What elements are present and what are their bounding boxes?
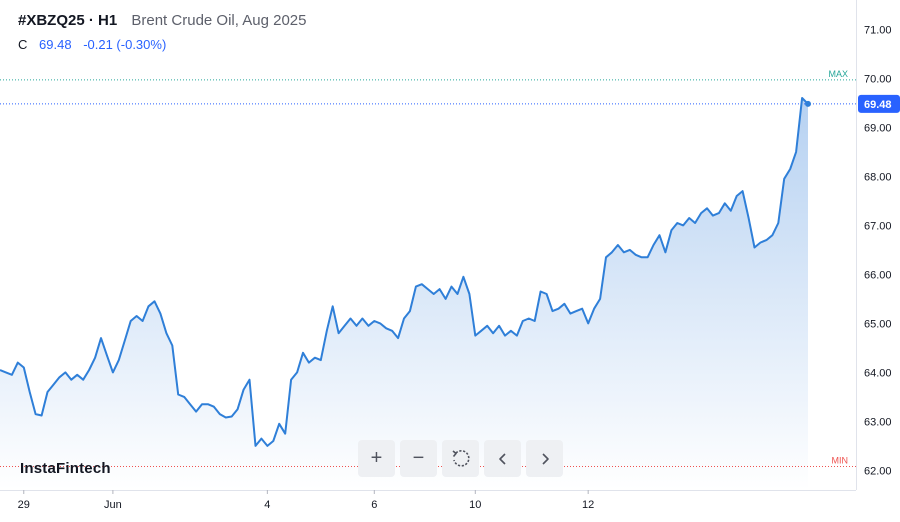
brand-logo: InstaFintech (20, 460, 111, 477)
reset-icon (451, 449, 470, 467)
x-tick-label: 12 (582, 499, 594, 511)
y-tick-label: 62.00 (864, 465, 892, 477)
chart-header: #XBZQ25 · H1 Brent Crude Oil, Aug 2025 C… (18, 12, 306, 52)
scroll-right-button[interactable] (526, 440, 563, 477)
symbol-label[interactable]: #XBZQ25 · H1 (18, 12, 118, 29)
x-tick-label: 6 (371, 499, 377, 511)
min-label: MIN (832, 455, 849, 465)
y-tick-label: 67.00 (864, 220, 892, 232)
x-tick-label: 29 (18, 499, 30, 511)
last-price-badge (858, 94, 900, 113)
scroll-left-button[interactable] (484, 440, 521, 477)
x-tick-label: Jun (104, 499, 122, 511)
chevron-left-icon (498, 452, 506, 465)
max-label: MAX (828, 69, 848, 79)
instrument-name: Brent Crude Oil, Aug 2025 (131, 12, 307, 29)
last-price-label: 69.48 (864, 99, 892, 111)
header-ohlc-row: C 69.48 -0.21 (-0.30%) (18, 37, 306, 52)
close-label: C (18, 37, 28, 52)
y-tick-label: 66.00 (864, 269, 892, 281)
series-line (0, 97, 809, 447)
reset-button[interactable] (442, 440, 479, 477)
y-tick-label: 63.00 (864, 416, 892, 428)
series-area (0, 98, 808, 490)
y-tick-label: 70.00 (864, 73, 892, 85)
y-tick-label: 65.00 (864, 318, 892, 330)
y-tick-label: 68.00 (864, 171, 892, 183)
x-tick-label: 10 (469, 499, 481, 511)
y-tick-label: 64.00 (864, 367, 892, 379)
close-value: 69.48 (39, 37, 72, 52)
x-tick-label: 4 (264, 499, 270, 511)
chart-toolbar: + − (358, 440, 563, 477)
chevron-right-icon (541, 452, 549, 465)
y-tick-label: 69.00 (864, 122, 892, 134)
price-change: -0.21 (-0.30%) (83, 37, 167, 52)
zoom-out-button[interactable]: − (400, 440, 437, 477)
plus-icon: + (370, 447, 383, 469)
minus-icon: − (412, 447, 425, 469)
y-tick-label: 71.00 (864, 24, 892, 36)
zoom-in-button[interactable]: + (358, 440, 395, 477)
header-title-row: #XBZQ25 · H1 Brent Crude Oil, Aug 2025 (18, 12, 306, 29)
last-point (805, 100, 811, 107)
